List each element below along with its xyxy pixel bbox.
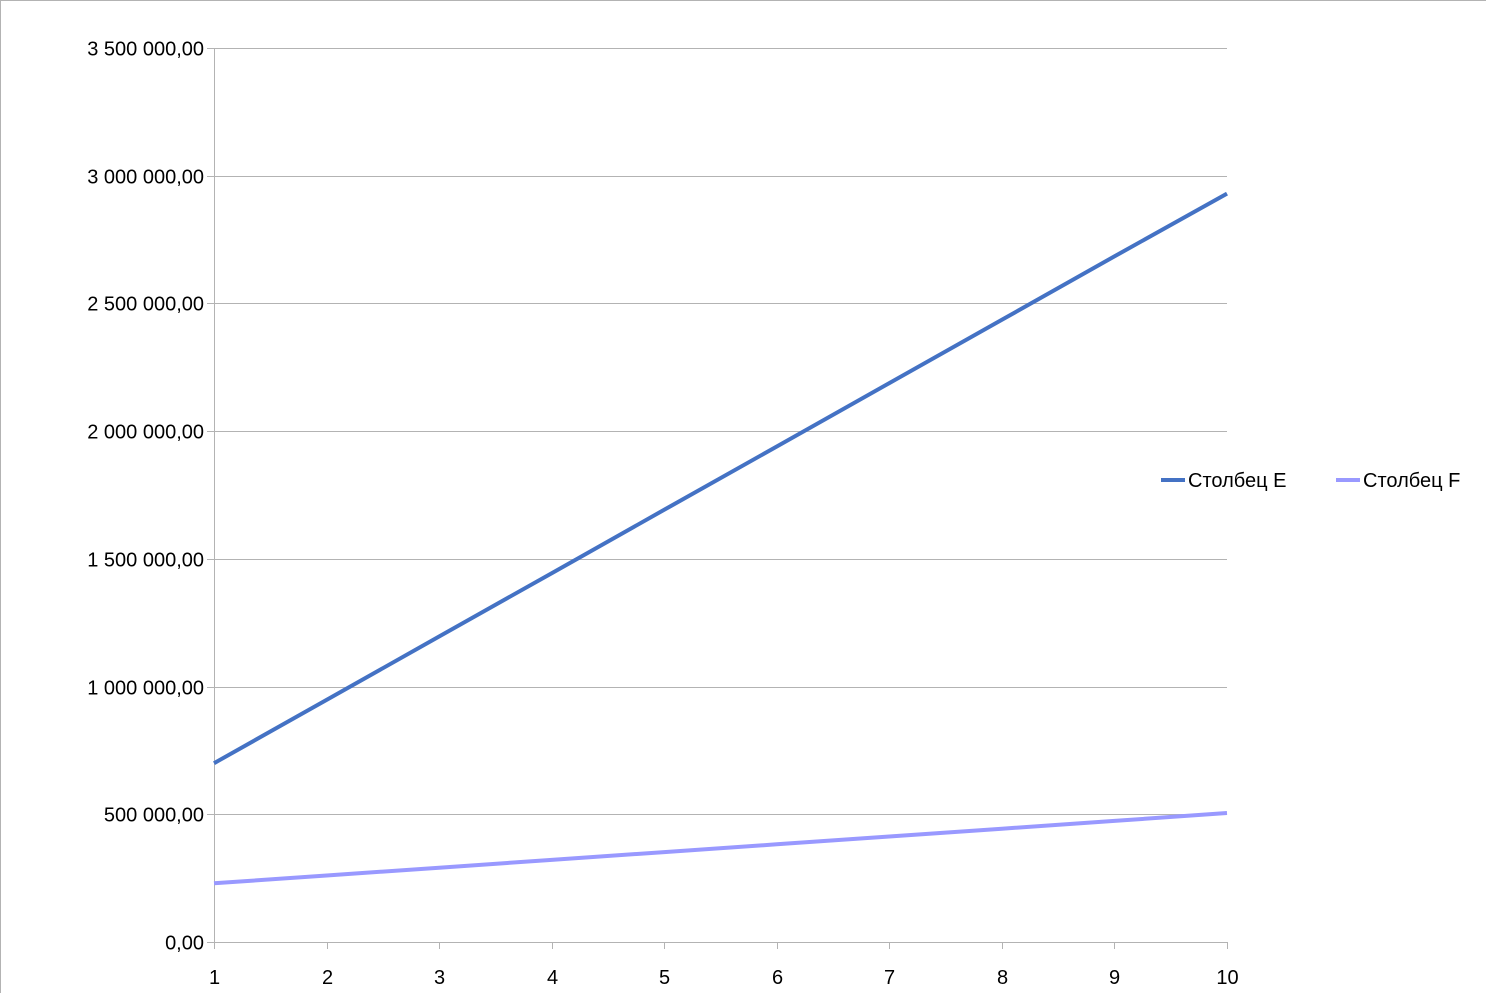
legend: Столбец E Столбец F [1161,470,1460,492]
series-line-1 [213,191,1228,765]
series-lines [213,191,1228,886]
axes: 0,00 500 000,00 1 000 000,00 1 500 000,00 2 … [87,39,1238,990]
x-tick-label: 5 [659,967,670,989]
gridlines [214,48,1227,943]
x-tick-label: 3 [434,967,445,989]
y-tick-label: 2 500 000,00 [87,294,204,316]
x-tick-label: 7 [884,967,895,989]
y-tick-label: 1 000 000,00 [87,678,204,700]
y-tick-label: 0,00 [165,933,204,955]
y-tick-label: 2 000 000,00 [87,422,204,444]
series-line-2 [213,811,1228,886]
x-tick-label: 8 [997,967,1008,989]
x-tick-label: 2 [322,967,333,989]
y-tick-label: 3 000 000,00 [87,167,204,189]
x-tick-label: 10 [1216,967,1238,989]
x-tick-label: 6 [772,967,783,989]
y-tick-label: 500 000,00 [104,805,204,827]
x-tick-label: 1 [209,967,220,989]
x-tick-label: 4 [547,967,558,989]
y-tick-label: 1 500 000,00 [87,550,204,572]
legend-label-1: Столбец E [1188,470,1286,492]
y-tick-label: 3 500 000,00 [87,39,204,61]
x-tick-label: 9 [1109,967,1120,989]
legend-label-2: Столбец F [1363,470,1460,492]
